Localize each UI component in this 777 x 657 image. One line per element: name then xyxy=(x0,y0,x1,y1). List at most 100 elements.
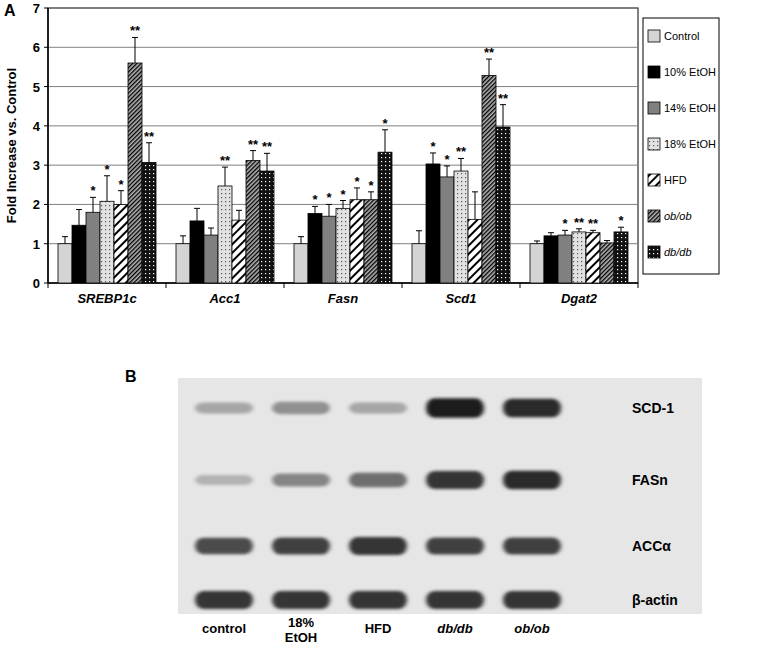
error-bar xyxy=(416,231,422,244)
bar xyxy=(530,244,544,283)
significance-label: ** xyxy=(130,23,141,38)
legend-swatch xyxy=(648,210,660,222)
error-bar xyxy=(208,228,214,235)
category-label: SREBP1c xyxy=(77,291,137,306)
lane-label: 18%EtOH xyxy=(285,615,318,645)
significance-label: ** xyxy=(498,91,509,106)
blot-band xyxy=(349,591,407,609)
lane-label: ob/ob xyxy=(514,621,549,636)
grid-line xyxy=(48,47,638,48)
row-label: β-actin xyxy=(632,592,678,608)
significance-label: * xyxy=(444,152,450,167)
error-bar xyxy=(264,153,270,171)
significance-label: ** xyxy=(456,144,467,159)
error-bar xyxy=(62,237,68,244)
tick-label: 5 xyxy=(33,80,40,95)
category-label: Scd1 xyxy=(445,291,476,306)
bar xyxy=(614,232,628,283)
error-bar xyxy=(604,241,610,243)
error-bar xyxy=(180,236,186,244)
category-separator xyxy=(166,283,167,288)
blot-background xyxy=(178,378,702,614)
legend-label: 14% EtOH xyxy=(664,102,716,114)
legend-swatch xyxy=(648,138,660,150)
error-bar xyxy=(76,210,82,226)
bar xyxy=(246,160,260,283)
significance-label: * xyxy=(326,190,332,205)
error-bar xyxy=(194,208,200,221)
bar xyxy=(142,162,156,283)
category-separator xyxy=(520,283,521,288)
error-bar xyxy=(354,188,360,200)
bar xyxy=(454,171,468,283)
significance-label: ** xyxy=(262,139,273,154)
legend-label: 10% EtOH xyxy=(664,66,716,78)
significance-label: * xyxy=(368,178,374,193)
blot-band xyxy=(426,471,484,489)
grid-line xyxy=(48,8,638,9)
bar xyxy=(600,243,614,283)
error-bar xyxy=(472,192,478,220)
significance-label: ** xyxy=(484,45,495,60)
category-separator xyxy=(638,283,639,288)
bar xyxy=(336,208,350,283)
blot-band xyxy=(349,473,407,487)
tick-label: 7 xyxy=(33,1,40,16)
legend-swatch xyxy=(648,246,660,258)
error-bar xyxy=(326,204,332,216)
bar xyxy=(308,213,322,283)
significance-label: * xyxy=(430,139,436,154)
bar xyxy=(572,232,586,283)
blot-band xyxy=(195,591,253,609)
category-separator xyxy=(284,283,285,288)
bar xyxy=(322,216,336,283)
bar xyxy=(364,200,378,283)
panel-label: A xyxy=(4,2,16,19)
category-separator xyxy=(48,283,49,288)
bar xyxy=(176,244,190,283)
error-bar xyxy=(236,210,242,220)
row-label: SCD-1 xyxy=(632,400,674,416)
legend-label: Control xyxy=(664,30,699,42)
significance-label: * xyxy=(340,187,346,202)
blot-band xyxy=(426,398,484,417)
significance-label: * xyxy=(104,162,110,177)
bar xyxy=(128,63,142,283)
error-bar xyxy=(368,192,374,200)
legend-label: HFD xyxy=(664,174,687,186)
blot-band xyxy=(272,537,330,554)
error-bar xyxy=(444,166,450,177)
significance-label: ** xyxy=(248,137,259,152)
bar xyxy=(350,200,364,283)
bar xyxy=(114,204,128,283)
legend-label: db/db xyxy=(664,246,692,258)
significance-label: * xyxy=(562,216,568,231)
bar xyxy=(378,152,392,283)
bar xyxy=(544,236,558,283)
significance-label: * xyxy=(118,177,124,192)
bar xyxy=(58,244,72,283)
blot-band xyxy=(426,591,484,609)
significance-label: ** xyxy=(220,153,231,168)
blot-band xyxy=(195,403,253,414)
error-bar xyxy=(250,151,256,161)
blot-band xyxy=(272,474,330,487)
lane-label: control xyxy=(202,621,246,636)
significance-label: ** xyxy=(574,215,585,230)
axis-label: Fold Increase vs. Control xyxy=(4,68,19,223)
legend-label: ob/ob xyxy=(664,210,692,222)
lane-label: HFD xyxy=(365,621,392,636)
blot-band xyxy=(503,537,561,554)
legend: Control10% EtOH14% EtOH18% EtOHHFDob/obd… xyxy=(643,18,719,274)
significance-label: ** xyxy=(144,129,155,144)
significance-label: * xyxy=(618,213,624,228)
category-separator xyxy=(402,283,403,288)
bar xyxy=(468,219,482,283)
error-bar xyxy=(548,233,554,236)
bar xyxy=(586,233,600,283)
blot-band xyxy=(503,591,561,609)
error-bar xyxy=(146,143,152,163)
error-bar xyxy=(90,197,96,212)
bar xyxy=(218,186,232,283)
error-bar xyxy=(430,153,436,164)
